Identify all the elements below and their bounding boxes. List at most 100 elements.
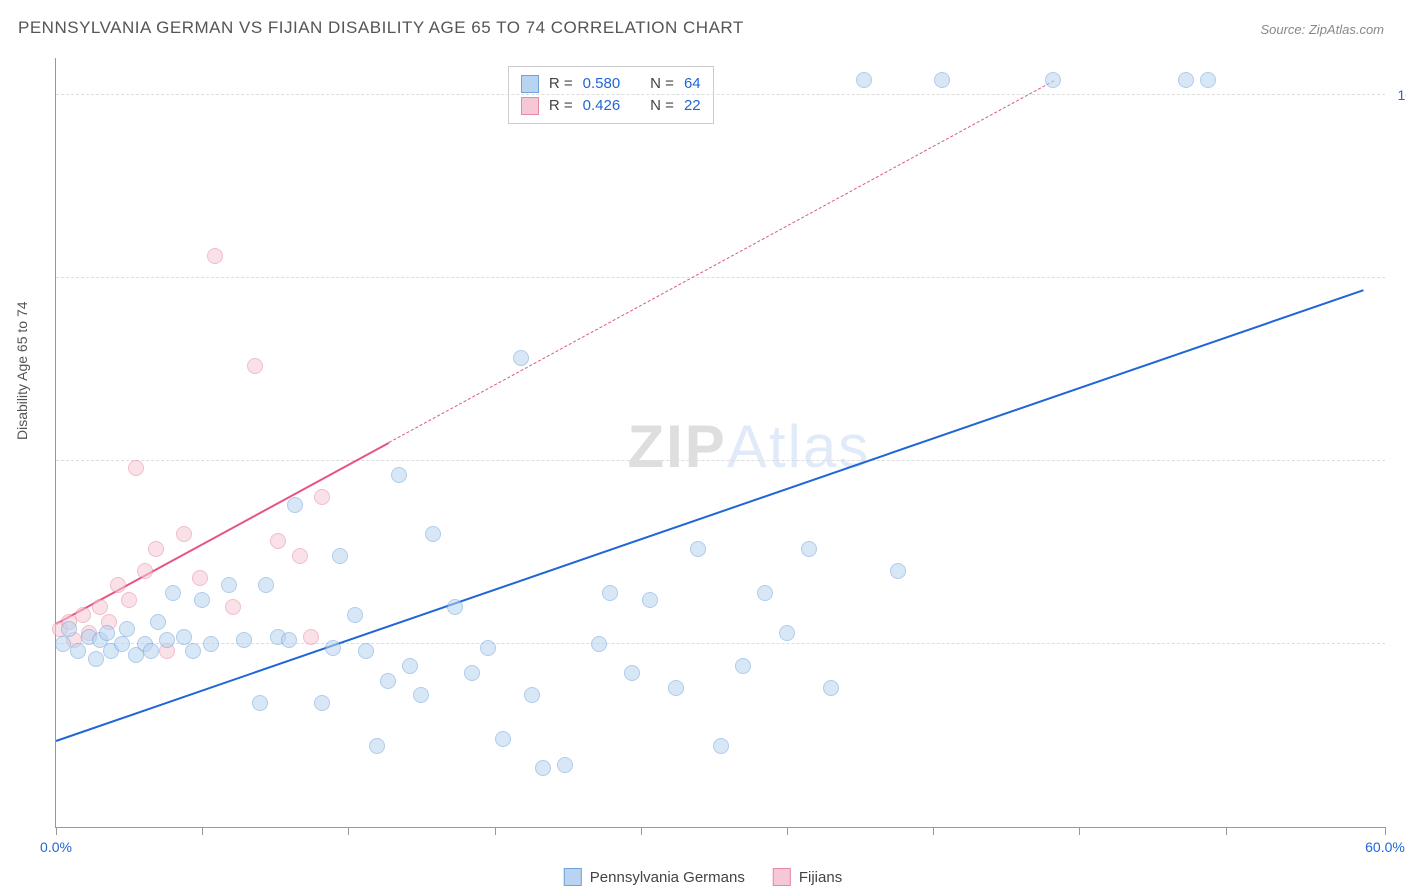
data-point-pa-germans (380, 673, 396, 689)
data-point-pa-germans (779, 625, 795, 641)
legend-item-pa-germans: Pennsylvania Germans (564, 868, 745, 886)
x-tick-label: 0.0% (40, 839, 72, 855)
data-point-pa-germans (823, 680, 839, 696)
data-point-pa-germans (55, 636, 71, 652)
data-point-pa-germans (464, 665, 480, 681)
legend-label-pa-germans: Pennsylvania Germans (590, 869, 745, 886)
data-point-pa-germans (287, 497, 303, 513)
data-point-pa-germans (194, 592, 210, 608)
data-point-pa-germans (347, 607, 363, 623)
data-point-pa-germans (413, 687, 429, 703)
data-point-fijians (137, 563, 153, 579)
stats-swatch-fijians (521, 97, 539, 115)
legend-swatch-fijians (773, 868, 791, 886)
data-point-fijians (314, 489, 330, 505)
data-point-pa-germans (934, 72, 950, 88)
data-point-fijians (303, 629, 319, 645)
y-tick-label: 100.0% (1390, 87, 1406, 103)
x-tick (1385, 827, 1386, 835)
watermark: ZIPAtlas (627, 412, 870, 481)
gridline-h (56, 277, 1385, 278)
data-point-pa-germans (402, 658, 418, 674)
gridline-h (56, 94, 1385, 95)
data-point-pa-germans (757, 585, 773, 601)
chart-title: PENNSYLVANIA GERMAN VS FIJIAN DISABILITY… (18, 18, 744, 38)
data-point-pa-germans (557, 757, 573, 773)
data-point-pa-germans (165, 585, 181, 601)
stats-row-pa_germans: R =0.580N =64 (521, 73, 701, 95)
data-point-pa-germans (99, 625, 115, 641)
data-point-fijians (270, 533, 286, 549)
n-label: N = (650, 95, 674, 117)
x-tick (202, 827, 203, 835)
data-point-pa-germans (1178, 72, 1194, 88)
data-point-pa-germans (114, 636, 130, 652)
x-tick (56, 827, 57, 835)
data-point-pa-germans (591, 636, 607, 652)
correlation-stats-box: R =0.580N =64R =0.426N =22 (508, 66, 714, 124)
y-tick-label: 75.0% (1390, 270, 1406, 286)
legend-swatch-pa-germans (564, 868, 582, 886)
gridline-h (56, 460, 1385, 461)
data-point-pa-germans (513, 350, 529, 366)
data-point-pa-germans (185, 643, 201, 659)
data-point-fijians (225, 599, 241, 615)
x-tick (348, 827, 349, 835)
data-point-pa-germans (150, 614, 166, 630)
n-value-pa_germans: 64 (684, 73, 701, 95)
data-point-pa-germans (258, 577, 274, 593)
x-tick (1226, 827, 1227, 835)
data-point-pa-germans (642, 592, 658, 608)
gridline-h (56, 643, 1385, 644)
data-point-fijians (92, 599, 108, 615)
x-tick-label: 60.0% (1365, 839, 1405, 855)
data-point-pa-germans (495, 731, 511, 747)
data-point-pa-germans (252, 695, 268, 711)
data-point-pa-germans (369, 738, 385, 754)
n-label: N = (650, 73, 674, 95)
data-point-pa-germans (713, 738, 729, 754)
data-point-pa-germans (314, 695, 330, 711)
r-label: R = (549, 95, 573, 117)
watermark-atlas: Atlas (727, 413, 870, 480)
data-point-pa-germans (690, 541, 706, 557)
data-point-pa-germans (425, 526, 441, 542)
legend-item-fijians: Fijians (773, 868, 842, 886)
data-point-pa-germans (801, 541, 817, 557)
x-tick (787, 827, 788, 835)
data-point-pa-germans (535, 760, 551, 776)
n-value-fijians: 22 (684, 95, 701, 117)
data-point-pa-germans (1200, 72, 1216, 88)
y-axis-label: Disability Age 65 to 74 (14, 301, 30, 440)
data-point-fijians (75, 607, 91, 623)
data-point-pa-germans (668, 680, 684, 696)
data-point-pa-germans (70, 643, 86, 659)
y-tick-label: 25.0% (1390, 636, 1406, 652)
x-tick (495, 827, 496, 835)
data-point-fijians (148, 541, 164, 557)
data-point-pa-germans (143, 643, 159, 659)
watermark-zip: ZIP (627, 413, 726, 480)
data-point-fijians (110, 577, 126, 593)
data-point-pa-germans (281, 632, 297, 648)
data-point-pa-germans (332, 548, 348, 564)
legend-label-fijians: Fijians (799, 869, 842, 886)
data-point-pa-germans (856, 72, 872, 88)
data-point-fijians (207, 248, 223, 264)
data-point-pa-germans (119, 621, 135, 637)
data-point-pa-germans (524, 687, 540, 703)
data-point-pa-germans (358, 643, 374, 659)
r-value-pa_germans: 0.580 (583, 73, 621, 95)
data-point-pa-germans (735, 658, 751, 674)
x-tick (933, 827, 934, 835)
data-point-pa-germans (602, 585, 618, 601)
r-value-fijians: 0.426 (583, 95, 621, 117)
data-point-pa-germans (325, 640, 341, 656)
data-point-pa-germans (176, 629, 192, 645)
data-point-pa-germans (159, 632, 175, 648)
x-tick (641, 827, 642, 835)
source-attribution: Source: ZipAtlas.com (1260, 22, 1384, 37)
data-point-fijians (176, 526, 192, 542)
data-point-fijians (247, 358, 263, 374)
data-point-fijians (192, 570, 208, 586)
